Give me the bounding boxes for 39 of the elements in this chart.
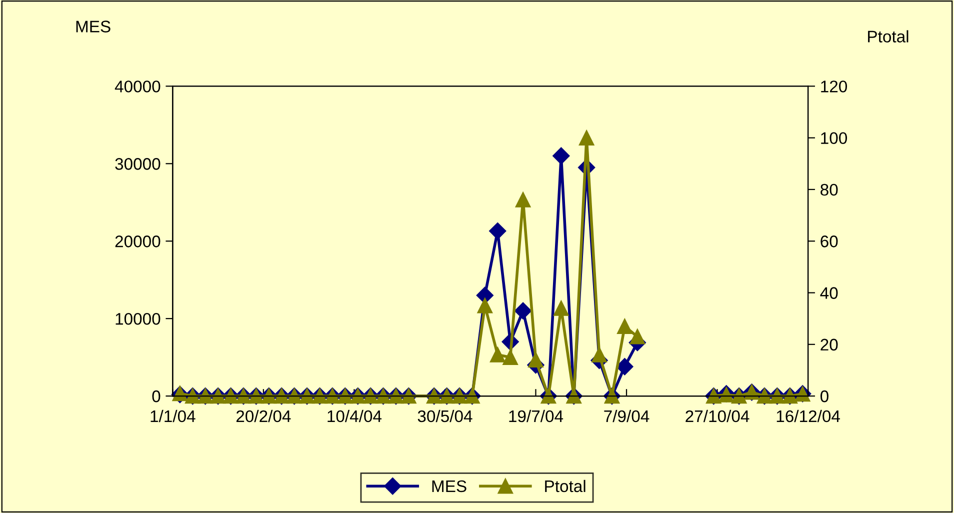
- y-tick-label: 10000: [116, 312, 160, 325]
- point: [476, 286, 494, 304]
- y2-tick-label: 60: [820, 236, 838, 248]
- point: [578, 130, 594, 146]
- y-tick-label: 40000: [114, 80, 160, 92]
- y2-tick-label: 100: [821, 132, 847, 144]
- y2-axis-title: Ptotal: [868, 30, 908, 42]
- y-tick-label: 20000: [115, 236, 160, 248]
- legend-label: MES: [432, 480, 466, 492]
- y-tick-label: 30000: [115, 158, 160, 170]
- point: [617, 318, 632, 334]
- point: [630, 329, 646, 344]
- point: [554, 300, 569, 316]
- point: [528, 352, 544, 368]
- point: [515, 192, 531, 208]
- y-tick-label: 0: [152, 390, 160, 402]
- point: [592, 347, 607, 362]
- y2-tick-label: 80: [820, 184, 838, 196]
- point: [514, 302, 532, 320]
- y-axis-title: MES: [76, 20, 110, 32]
- x-tick-label: 20/2/04: [236, 410, 291, 422]
- x-tick-label: 16/12/04: [776, 410, 840, 422]
- x-tick-label: 19/7/04: [509, 410, 564, 422]
- y2-tick-label: 120: [821, 80, 847, 92]
- x-tick-label: 10/4/04: [328, 410, 382, 422]
- point: [489, 222, 506, 240]
- x-tick-label: 1/1/04: [150, 410, 196, 422]
- point: [477, 298, 493, 314]
- point: [616, 358, 634, 376]
- x-tick-label: 27/10/04: [686, 410, 750, 422]
- point: [552, 147, 570, 164]
- y2-tick-label: 20: [820, 338, 838, 351]
- point: [502, 350, 518, 365]
- legend-label: Ptotal: [545, 480, 586, 492]
- point: [490, 347, 506, 362]
- x-tick-label: 30/5/04: [418, 410, 472, 422]
- x-tick-label: 7/9/04: [604, 410, 650, 422]
- y2-tick-label: 40: [820, 287, 838, 299]
- y2-tick-label: 0: [820, 390, 828, 402]
